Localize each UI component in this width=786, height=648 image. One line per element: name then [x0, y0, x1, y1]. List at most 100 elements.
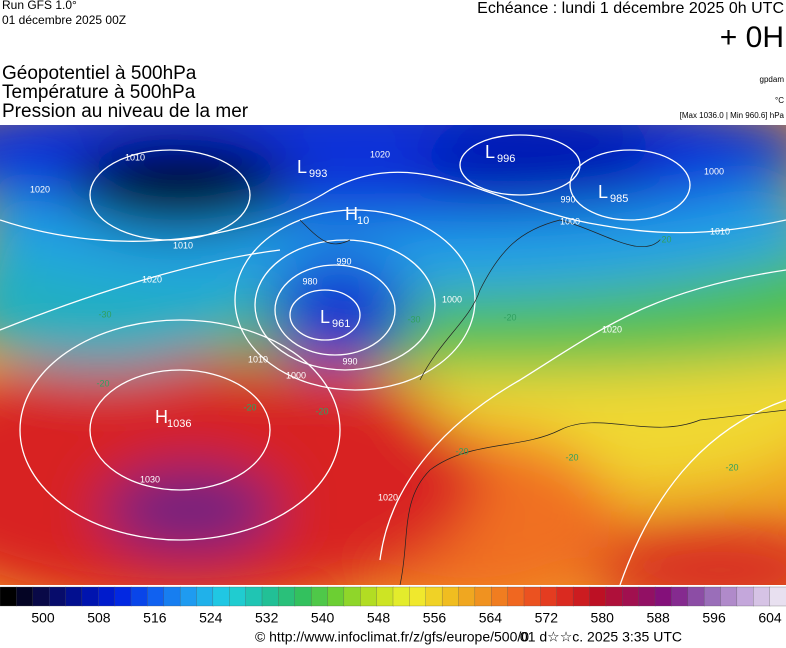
- center-value: 993: [309, 168, 327, 180]
- center-value: 996: [497, 153, 515, 165]
- colorbar-swatch: [0, 586, 18, 607]
- temperature-label: -20: [658, 234, 671, 244]
- isobar-label: 1030: [140, 474, 160, 484]
- isobar-label: 1020: [30, 184, 50, 194]
- isobar-label: 1000: [560, 216, 580, 226]
- colorbar-label: 532: [255, 610, 279, 626]
- colorbar-label: 556: [423, 610, 447, 626]
- colorbar-swatch: [343, 586, 361, 607]
- title: Pression au niveau de la mer: [2, 101, 249, 122]
- colorbar-swatch: [703, 586, 722, 607]
- colorbar-swatch: [196, 586, 214, 607]
- colorbar-label: 588: [646, 610, 670, 626]
- colorbar-label: 524: [199, 610, 223, 626]
- colorbar-swatch: [114, 586, 132, 607]
- colorbar-label: 564: [479, 610, 503, 626]
- run-label: Run GFS 1.0°: [2, 0, 77, 12]
- temperature-label: -30: [98, 309, 111, 319]
- colorbar-label: 540: [311, 610, 335, 626]
- isobar-label: 1010: [125, 152, 145, 162]
- colorbar-swatch: [179, 586, 198, 607]
- colorbar-swatch: [261, 586, 280, 607]
- colorbar-label: 500: [31, 610, 55, 626]
- temperature-label: -20: [96, 378, 109, 388]
- timestamp: 01 d☆☆c. 2025 3:35 UTC: [520, 629, 682, 645]
- isobar-label: 980: [302, 276, 317, 286]
- isobar-label: 1020: [370, 149, 390, 159]
- center-value: 1036: [167, 418, 191, 430]
- run-date: 01 décembre 2025 00Z: [2, 13, 126, 27]
- center-symbol: L: [598, 182, 608, 202]
- colorbar-swatch: [589, 586, 607, 607]
- colorbar-swatch: [753, 586, 771, 607]
- colorbar-swatch: [769, 586, 786, 607]
- center-value: 961: [332, 318, 350, 330]
- colorbar-swatch: [376, 586, 394, 607]
- colorbar-swatch: [392, 586, 411, 607]
- isobar-label: 990: [560, 194, 575, 204]
- colorbar-swatch: [229, 586, 247, 607]
- colorbar-swatch: [48, 586, 67, 607]
- temperature-label: -20: [315, 406, 328, 416]
- isobar-label: 1000: [704, 166, 724, 176]
- colorbar-swatch: [441, 586, 460, 607]
- title: Géopotentiel à 500hPa: [2, 63, 197, 84]
- echeance: Echéance : lundi 1 décembre 2025 0h UTC: [477, 0, 784, 17]
- colorbar-label: 604: [758, 610, 782, 626]
- isobar-label: 1020: [142, 274, 162, 284]
- temperature-label: -20: [503, 312, 516, 322]
- temperature-label: -30: [407, 314, 420, 324]
- colorbar-swatch: [32, 586, 50, 607]
- coastlines: [299, 219, 786, 585]
- isobar-label: 1000: [442, 294, 462, 304]
- colorbar-swatch: [425, 586, 443, 607]
- colorbar-label: 508: [87, 610, 111, 626]
- temperature-label: -20: [725, 462, 738, 472]
- center-value: 985: [610, 193, 628, 205]
- colorbar-swatch: [245, 586, 263, 607]
- colorbar-label: 548: [367, 610, 391, 626]
- colorbar-swatch: [130, 586, 149, 607]
- colorbar-swatch: [212, 586, 230, 607]
- lead-time: + 0H: [720, 21, 784, 54]
- isobar-label: 1010: [710, 226, 730, 236]
- center-symbol: H: [155, 407, 168, 427]
- colorbar-swatch: [556, 586, 574, 607]
- isobar-label: 990: [342, 356, 357, 366]
- colorbar-swatch: [147, 586, 165, 607]
- colorbar-swatch: [327, 586, 345, 607]
- colorbar-swatch: [65, 586, 83, 607]
- colorbar-swatch: [654, 586, 673, 607]
- center-value: 10: [357, 215, 369, 227]
- unit: [Max 1036.0 | Min 960.6] hPa: [680, 111, 785, 120]
- colorbar-swatch: [16, 586, 34, 607]
- colorbar-label: 572: [535, 610, 559, 626]
- center-symbol: L: [320, 307, 330, 327]
- colorbar-swatch: [491, 586, 509, 607]
- unit: gpdam: [760, 75, 785, 84]
- colorbar-swatch: [671, 586, 689, 607]
- colorbar-label: 516: [143, 610, 167, 626]
- center-symbol: L: [297, 157, 307, 177]
- colorbar-swatch: [310, 586, 329, 607]
- colorbar-swatch: [605, 586, 623, 607]
- center-symbol: L: [485, 142, 495, 162]
- colorbar-swatch: [360, 586, 378, 607]
- isobar-label: 1020: [378, 492, 398, 502]
- title: Température à 500hPa: [2, 82, 196, 103]
- colorbar-swatch: [622, 586, 640, 607]
- colorbar-swatch: [720, 586, 738, 607]
- colorbar-swatch: [507, 586, 525, 607]
- colorbar-swatch: [540, 586, 558, 607]
- colorbar-swatch: [474, 586, 492, 607]
- isobar-label: 1000: [286, 370, 306, 380]
- colorbar-swatch: [81, 586, 99, 607]
- isobar-label: 1010: [248, 354, 268, 364]
- colorbar-swatch: [163, 586, 181, 607]
- center-symbol: H: [345, 204, 358, 224]
- colorbar-swatch: [736, 586, 754, 607]
- unit: °C: [775, 96, 784, 105]
- colorbar-swatch: [523, 586, 542, 607]
- colorbar-swatch: [409, 586, 427, 607]
